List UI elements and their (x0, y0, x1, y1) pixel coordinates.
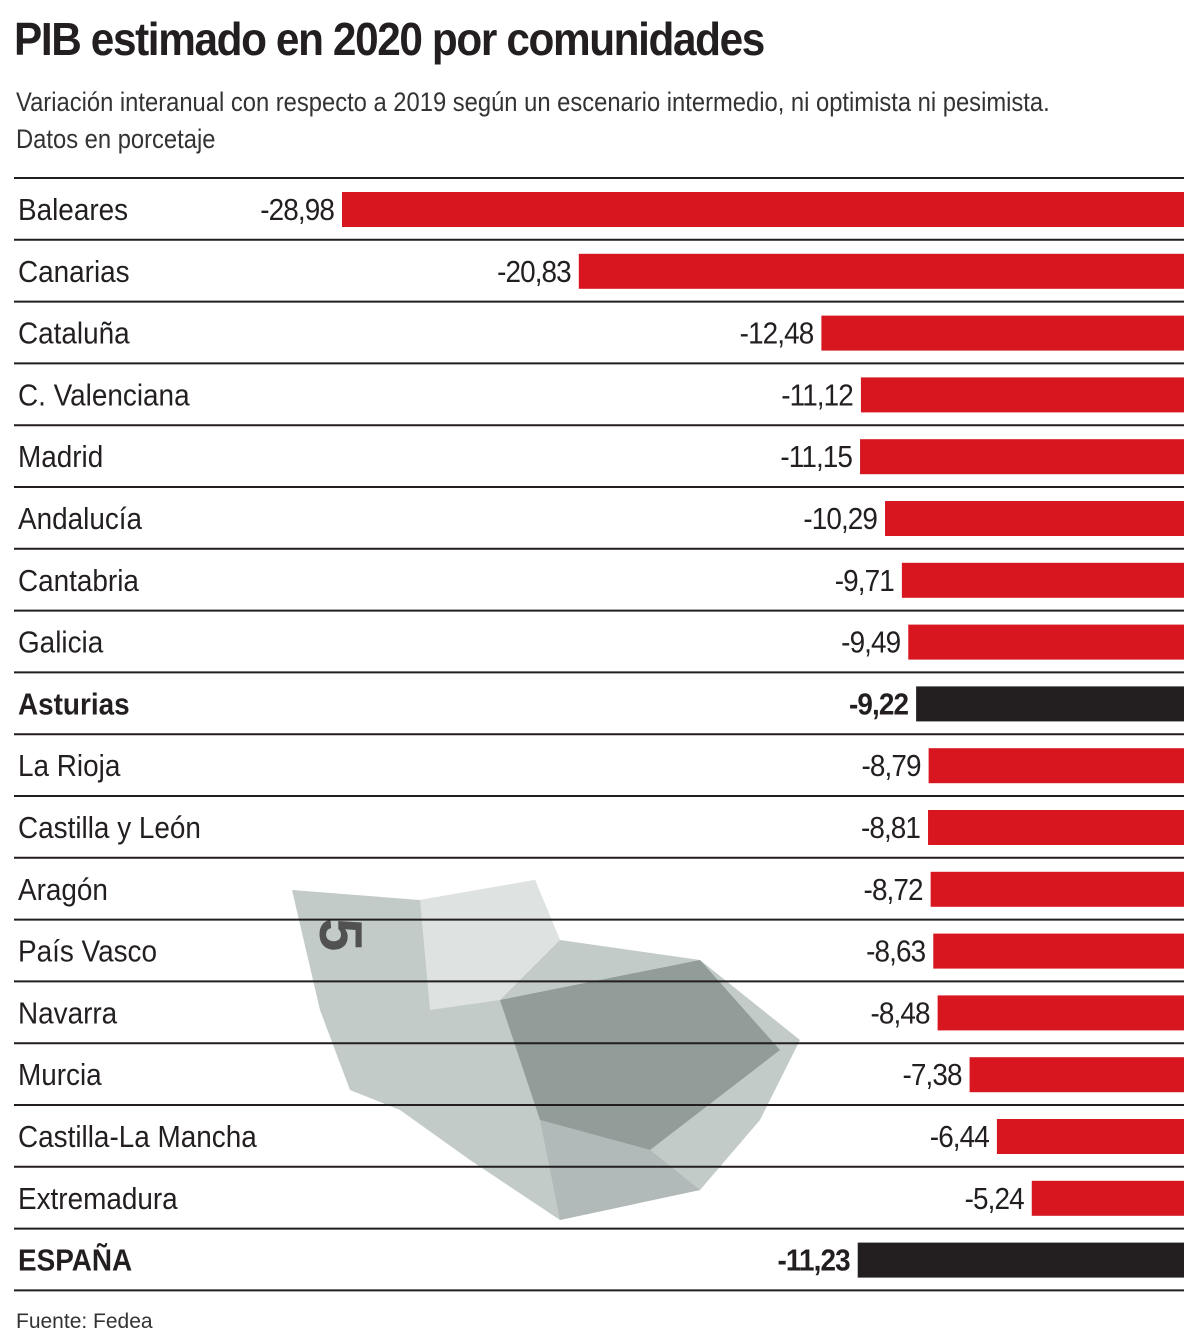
bar (969, 1057, 1184, 1093)
bar (860, 377, 1184, 413)
source-note: Fuente: Fedea (16, 1310, 153, 1333)
value-label: -8,63 (866, 934, 926, 969)
category-label: Cantabria (18, 563, 140, 598)
value-label: -8,48 (871, 996, 931, 1031)
bar (1031, 1180, 1184, 1216)
chart-subtitle: Variación interanual con respecto a 2019… (16, 87, 1050, 154)
bar (930, 871, 1184, 907)
category-label: Navarra (18, 996, 118, 1031)
svg-text:5: 5 (307, 918, 374, 951)
bar (857, 1242, 1184, 1278)
category-label: Castilla y León (18, 811, 201, 846)
value-label: -8,81 (861, 811, 920, 846)
value-label: -8,72 (864, 872, 923, 907)
chart-title: PIB estimado en 2020 por comunidades (14, 13, 765, 65)
bar (578, 253, 1184, 289)
category-label: Baleares (18, 193, 128, 228)
bar (342, 192, 1184, 227)
bar (928, 810, 1184, 845)
category-label: Madrid (18, 440, 103, 475)
bar (908, 624, 1184, 660)
category-label: País Vasco (18, 934, 157, 969)
bar (933, 933, 1184, 969)
bar (996, 1119, 1184, 1154)
category-label: Extremadura (18, 1181, 178, 1216)
category-label: Canarias (18, 254, 130, 289)
category-label: Asturias (18, 687, 130, 722)
value-label: -5,24 (965, 1181, 1025, 1216)
category-label: C. Valenciana (18, 378, 190, 413)
bar (916, 686, 1184, 722)
category-label: Andalucía (18, 502, 143, 537)
bar (937, 995, 1184, 1031)
bar (821, 315, 1184, 351)
bar (885, 501, 1184, 536)
category-label: Galicia (18, 625, 104, 660)
value-label: -20,83 (497, 254, 571, 289)
category-label: Cataluña (18, 316, 130, 351)
value-label: -11,15 (780, 440, 852, 475)
category-label: ESPAÑA (18, 1242, 132, 1278)
category-label: Aragón (18, 872, 108, 907)
category-label: Castilla-La Mancha (18, 1120, 257, 1155)
value-label: -7,38 (902, 1058, 962, 1093)
value-label: -10,29 (803, 502, 877, 537)
bar (928, 748, 1184, 784)
value-label: -28,98 (260, 193, 334, 228)
value-label: -9,22 (849, 687, 909, 722)
value-label: -11,23 (778, 1243, 851, 1278)
category-label: Murcia (18, 1058, 102, 1093)
bar (860, 439, 1184, 475)
value-label: -9,71 (835, 563, 894, 598)
value-label: -6,44 (930, 1120, 990, 1155)
banknote-image: 5 (292, 880, 800, 1220)
value-label: -12,48 (740, 316, 814, 351)
value-label: -9,49 (841, 625, 900, 660)
value-label: -8,79 (862, 749, 921, 784)
value-label: -11,12 (781, 378, 853, 413)
bar (901, 562, 1184, 598)
category-label: La Rioja (18, 749, 121, 784)
